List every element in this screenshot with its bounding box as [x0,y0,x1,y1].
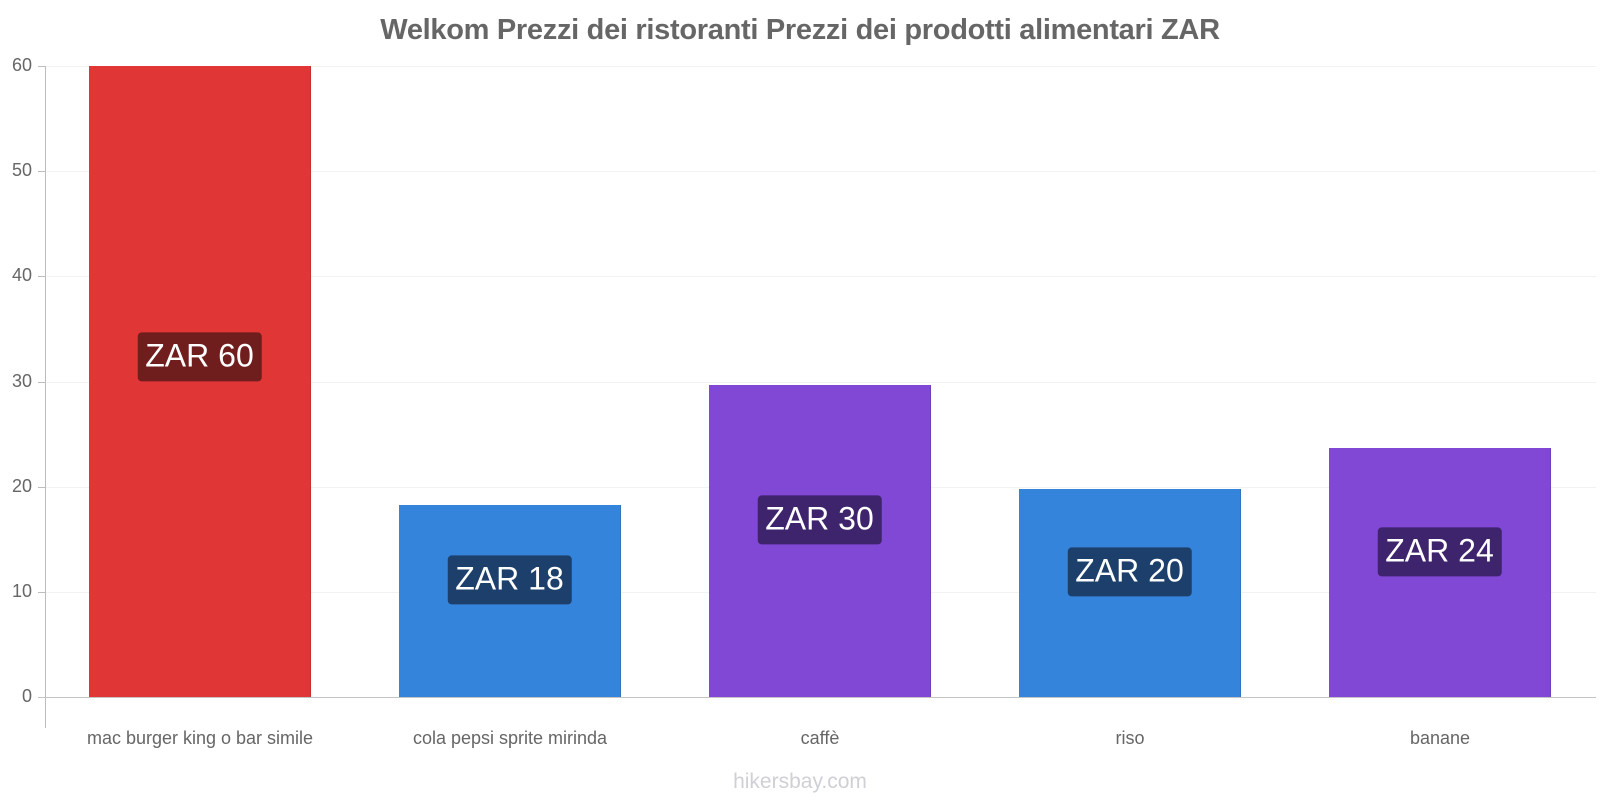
y-tick-label: 50 [11,160,32,181]
y-axis-line [45,66,46,728]
watermark: hikersbay.com [733,770,867,793]
x-tick-label: riso [1115,728,1145,748]
y-tick-label: 10 [11,580,32,601]
y-tick-mark [38,381,46,383]
y-tick-label: 20 [11,475,32,496]
x-tick-label: cola pepsi sprite mirinda [412,728,608,748]
chart-title: Welkom Prezzi dei ristoranti Prezzi dei … [380,14,1220,46]
gridline [46,276,1596,278]
x-tick-label: caffè [800,728,840,748]
bar: ZAR 30 [709,385,931,697]
y-tick-label: 0 [21,686,32,706]
bar: ZAR 18 [399,505,621,697]
y-tick-mark [38,171,46,173]
x-tick-label: mac burger king o bar simile [86,728,314,748]
bar: ZAR 20 [1019,489,1241,697]
bar-value-label: ZAR 60 [137,332,262,382]
y-tick-mark [38,66,46,67]
gridline [46,381,1596,383]
gridline [46,171,1596,173]
y-tick-mark [38,276,46,278]
bar: ZAR 60 [89,66,311,697]
x-tick-label: banane [1409,728,1471,748]
gridline [46,66,1596,67]
bar-value-label: ZAR 24 [1377,527,1502,577]
y-tick-mark [38,591,46,593]
y-tick-label: 60 [11,55,32,75]
bar: ZAR 24 [1329,448,1551,697]
y-tick-label: 40 [11,265,32,286]
bar-value-label: ZAR 30 [757,495,882,545]
bar-value-label: ZAR 18 [447,555,572,605]
y-tick-label: 30 [11,370,32,391]
y-tick-mark [38,486,46,488]
x-axis-line [38,697,1596,698]
bar-value-label: ZAR 20 [1067,547,1192,597]
